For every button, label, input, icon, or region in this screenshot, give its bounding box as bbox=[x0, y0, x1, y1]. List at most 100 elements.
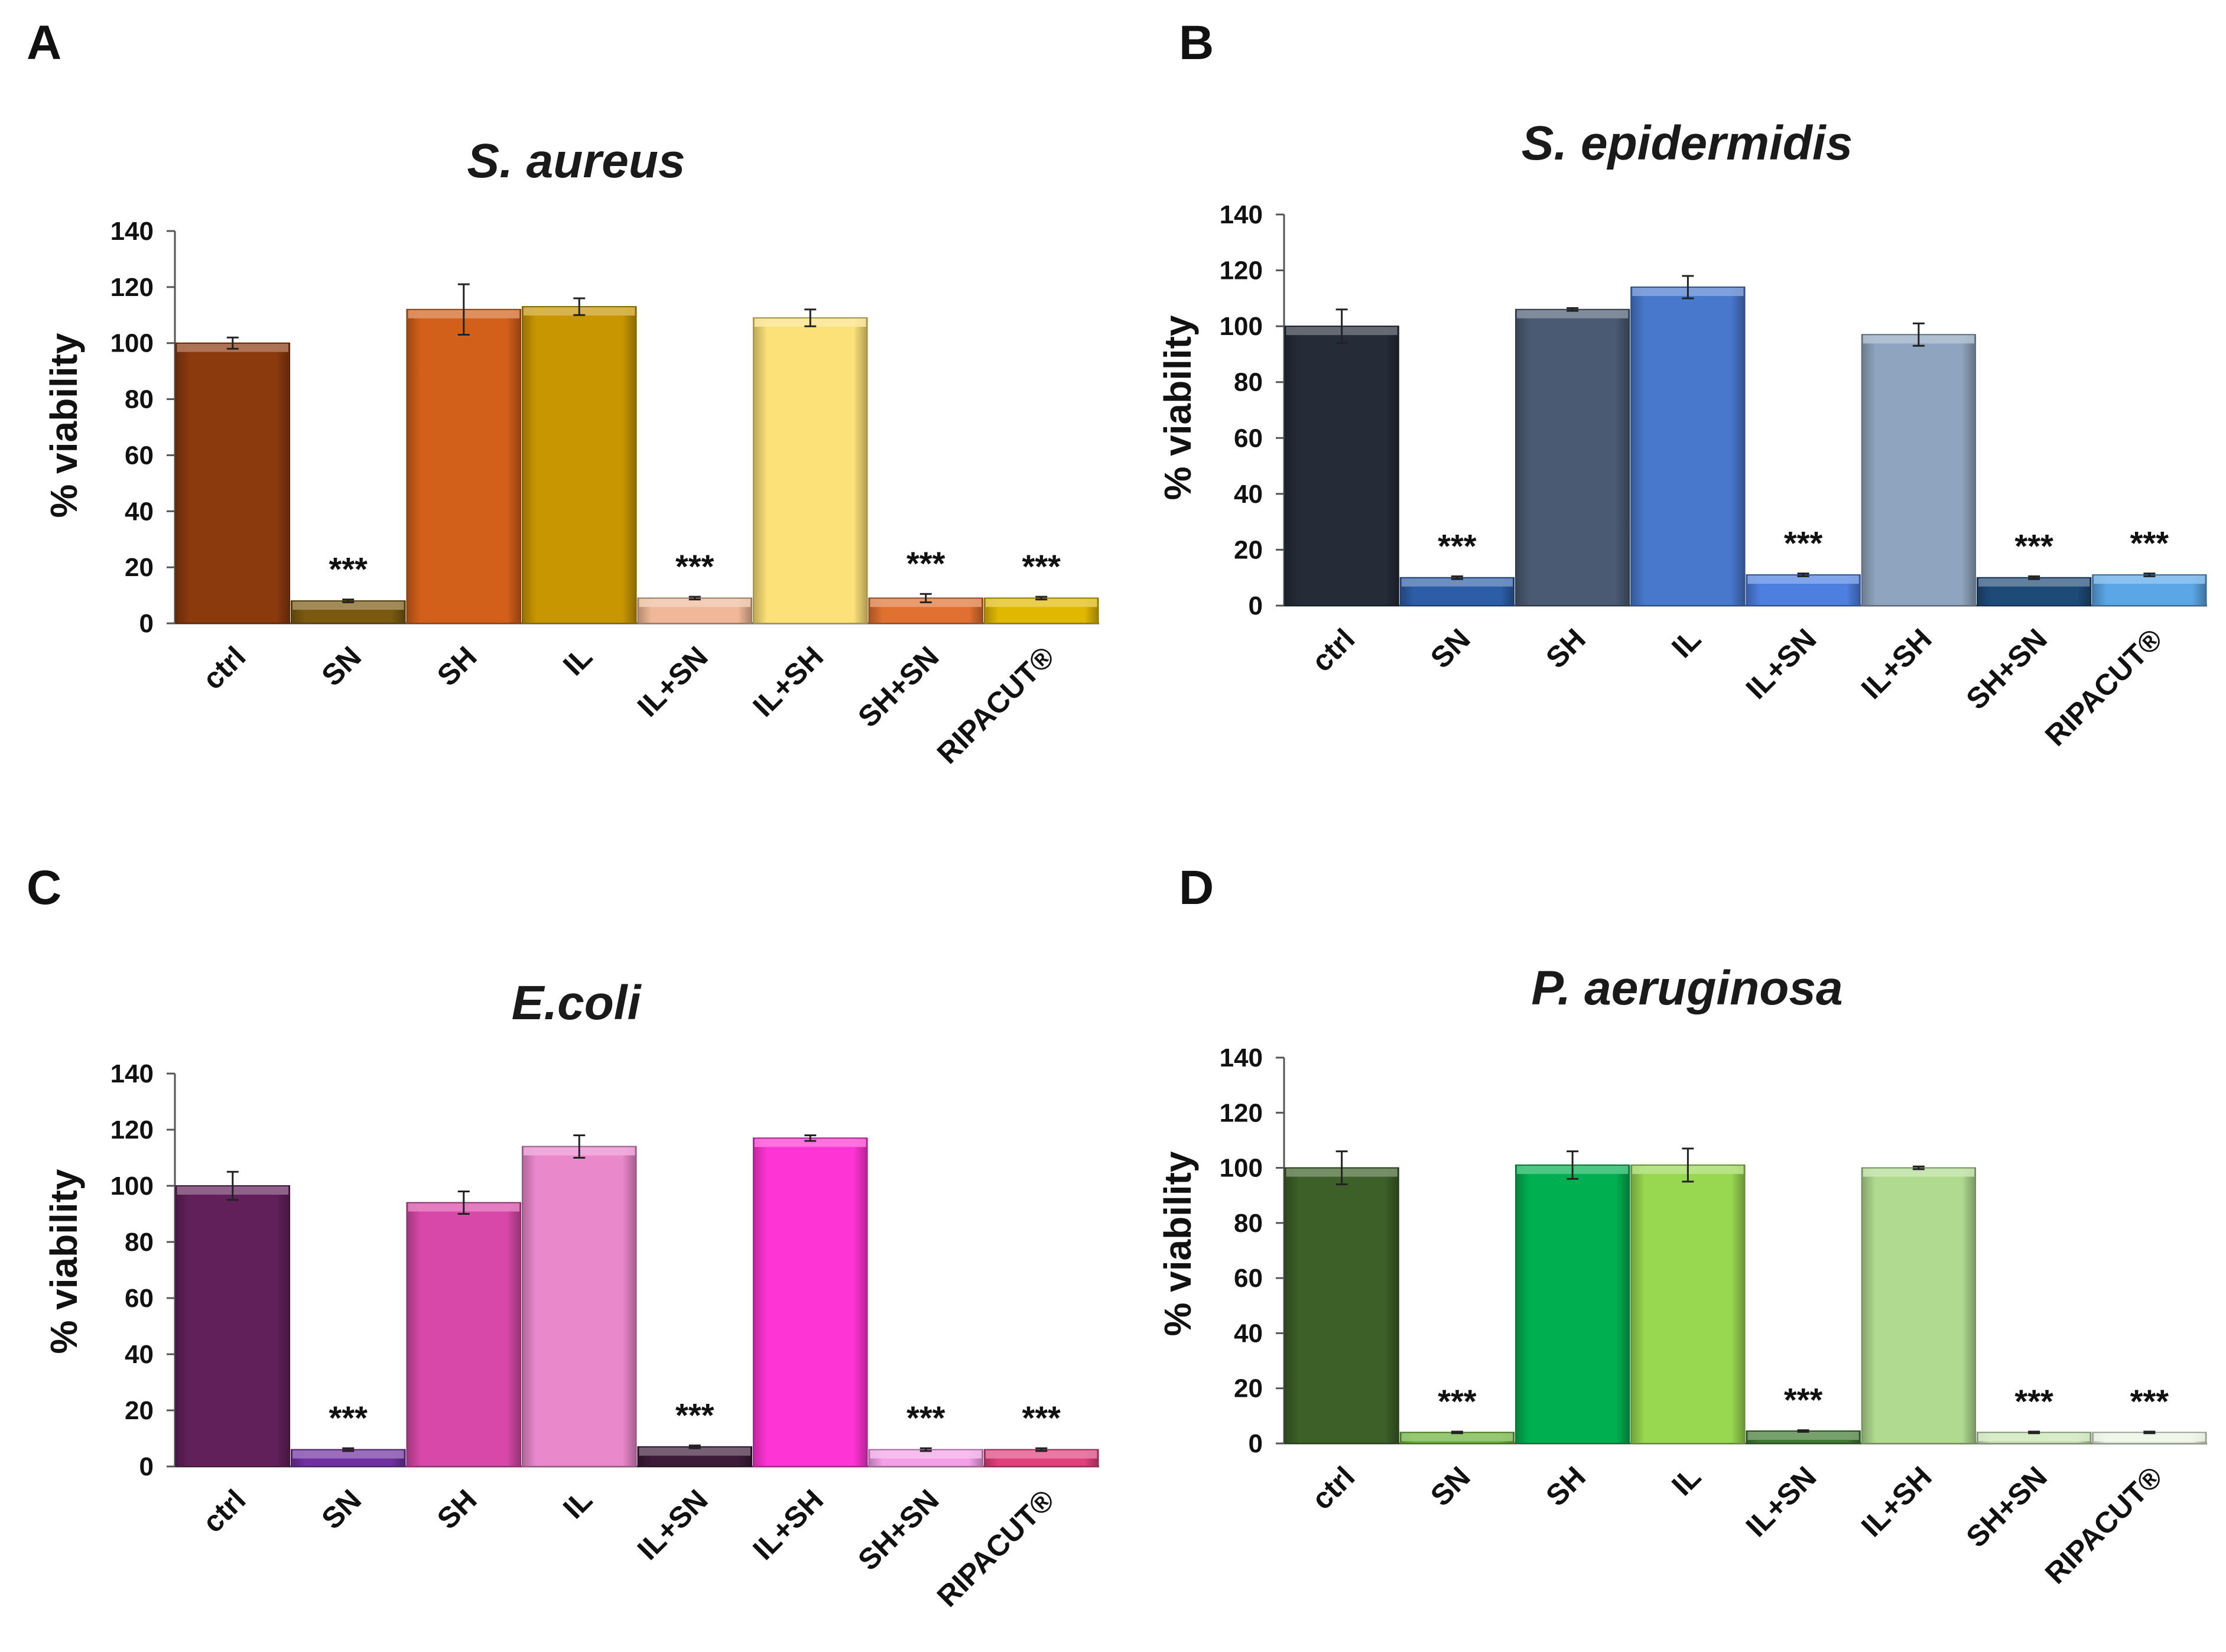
significance-marker: *** bbox=[329, 1399, 368, 1436]
error-bar bbox=[1797, 573, 1809, 577]
y-axis-label: % viability bbox=[1156, 1151, 1199, 1336]
significance-marker: *** bbox=[1022, 548, 1061, 585]
y-tick-label: 140 bbox=[111, 1059, 154, 1088]
bar-top-highlight bbox=[1978, 1433, 2090, 1442]
error-bar bbox=[226, 1170, 239, 1201]
error-bar bbox=[688, 596, 701, 601]
bar-top-highlight bbox=[1747, 575, 1859, 584]
y-tick-label: 0 bbox=[139, 1452, 154, 1481]
error-bar bbox=[342, 599, 355, 603]
y-tick-label: 0 bbox=[1249, 1429, 1263, 1458]
error-bar bbox=[1797, 1429, 1809, 1433]
significance-marker: *** bbox=[2130, 1383, 2169, 1420]
error-bar bbox=[457, 1191, 470, 1215]
error-bar bbox=[1682, 1147, 1694, 1183]
y-tick-label: 60 bbox=[125, 1284, 154, 1313]
x-tick-label: RIPACUT® bbox=[2039, 1460, 2169, 1590]
y-tick-label: 100 bbox=[1220, 1154, 1263, 1183]
significance-marker: *** bbox=[675, 548, 714, 585]
bar-top-highlight bbox=[2094, 1433, 2205, 1442]
significance-marker: *** bbox=[906, 1399, 945, 1436]
y-tick-label: 20 bbox=[125, 1396, 154, 1425]
bar-top-highlight bbox=[1401, 1433, 1513, 1442]
x-tick-label: ctrl bbox=[1305, 622, 1361, 678]
x-tick-label: SN bbox=[315, 640, 368, 692]
x-tick-label: IL+SH bbox=[1855, 1460, 1938, 1543]
x-tick-label: RIPACUT® bbox=[931, 1483, 1061, 1613]
x-tick-label: ctrl bbox=[196, 1483, 252, 1539]
error-bar bbox=[1567, 307, 1579, 312]
x-tick-label: ctrl bbox=[1305, 1460, 1361, 1516]
error-bar bbox=[226, 336, 239, 350]
bar-il-sh bbox=[1861, 334, 1977, 606]
x-tick-label: IL+SH bbox=[746, 640, 830, 723]
error-bar bbox=[342, 1447, 355, 1452]
x-tick-label: IL+SN bbox=[1740, 622, 1823, 705]
error-bar bbox=[1335, 308, 1348, 344]
x-tick-label: SH+SN bbox=[1959, 622, 2053, 716]
y-tick-label: 120 bbox=[1220, 256, 1263, 285]
bar-top-highlight bbox=[639, 1447, 751, 1456]
error-bar bbox=[2028, 575, 2040, 580]
error-bar bbox=[2143, 573, 2156, 577]
y-tick-label: 60 bbox=[1234, 424, 1263, 453]
bar-il bbox=[1630, 1164, 1746, 1444]
y-tick-label: 80 bbox=[1234, 368, 1263, 397]
chart-title: E.coli bbox=[512, 976, 642, 1030]
x-tick-label: SH+SN bbox=[1959, 1460, 2053, 1553]
panel-letter: B bbox=[1179, 16, 1214, 70]
panel-letter: C bbox=[27, 861, 61, 915]
significance-marker: *** bbox=[1438, 527, 1477, 564]
y-tick-label: 0 bbox=[139, 609, 154, 638]
bar-top-highlight bbox=[292, 601, 404, 610]
error-bar bbox=[804, 308, 817, 327]
bar-ctrl bbox=[175, 1185, 291, 1467]
bar-top-highlight bbox=[1401, 578, 1513, 587]
x-tick-label: RIPACUT® bbox=[931, 640, 1061, 770]
significance-marker: *** bbox=[1784, 1381, 1823, 1419]
bar-il-sh bbox=[752, 317, 868, 624]
y-tick-label: 100 bbox=[1220, 312, 1263, 341]
bar-ctrl bbox=[1284, 326, 1399, 607]
significance-marker: *** bbox=[675, 1396, 714, 1433]
bar-sh bbox=[1515, 1164, 1630, 1444]
chart-panel-d: D P. aeruginosa % viability 0 20 40 60 80 100 120… bbox=[1156, 861, 2207, 1590]
y-tick-label: 80 bbox=[1234, 1209, 1263, 1238]
x-tick-label: IL bbox=[1665, 622, 1707, 664]
error-bar bbox=[1912, 322, 1925, 347]
y-tick-label: 140 bbox=[1220, 200, 1263, 229]
chart-panel-a: A S. aureus % viability 0 20 40 60 80 100 120 140 c… bbox=[27, 16, 1099, 770]
bar-top-highlight bbox=[985, 1450, 1097, 1459]
x-tick-label: SH bbox=[1539, 622, 1592, 675]
error-bar bbox=[573, 1134, 586, 1159]
bar-top-highlight bbox=[2094, 575, 2205, 584]
error-bar bbox=[1451, 575, 1463, 580]
x-tick-label: IL bbox=[1665, 1460, 1707, 1502]
x-tick-label: RIPACUT® bbox=[2039, 622, 2169, 752]
significance-marker: *** bbox=[1438, 1383, 1477, 1420]
significance-marker: *** bbox=[1784, 525, 1823, 562]
y-tick-label: 40 bbox=[125, 1340, 154, 1369]
error-bar bbox=[919, 1447, 932, 1452]
chart-title: S. epidermidis bbox=[1522, 116, 1853, 170]
error-bar bbox=[1035, 1447, 1048, 1452]
y-tick-label: 80 bbox=[125, 1228, 154, 1257]
error-bar bbox=[1451, 1430, 1463, 1435]
y-tick-label: 100 bbox=[111, 1172, 154, 1201]
x-tick-label: IL bbox=[557, 640, 599, 682]
error-bar bbox=[2143, 1430, 2156, 1435]
x-tick-label: IL+SH bbox=[1855, 622, 1938, 705]
bar-top-highlight bbox=[292, 1450, 404, 1459]
x-tick-label: SN bbox=[1424, 622, 1477, 675]
x-tick-label: ctrl bbox=[196, 640, 252, 696]
error-bar bbox=[688, 1444, 701, 1449]
x-tick-label: SH bbox=[1539, 1460, 1592, 1513]
error-bar bbox=[457, 283, 470, 336]
error-bar bbox=[1335, 1150, 1348, 1186]
error-bar bbox=[1682, 275, 1694, 300]
x-tick-label: IL+SN bbox=[1740, 1460, 1823, 1543]
error-bar bbox=[573, 297, 586, 316]
panel-letter: A bbox=[27, 16, 61, 70]
y-tick-label: 140 bbox=[1220, 1043, 1263, 1072]
y-tick-label: 120 bbox=[111, 273, 154, 302]
